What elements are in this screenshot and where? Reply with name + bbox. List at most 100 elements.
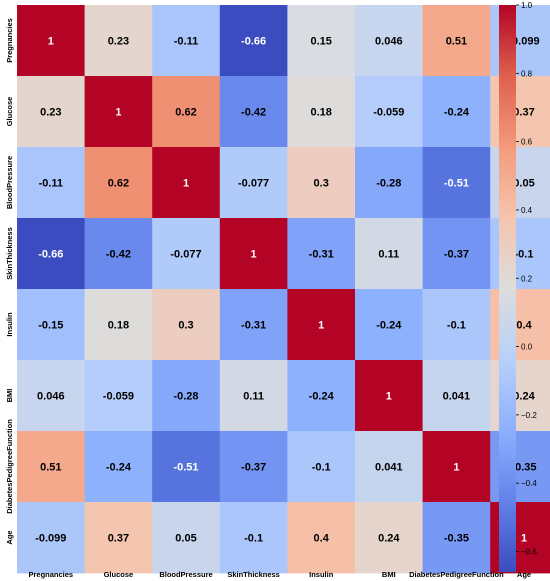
heatmap-cell [219,289,288,361]
heatmap-cell [422,76,491,148]
cell-value-label: 0.23 [40,107,61,119]
cell-value-label: -0.28 [376,178,401,190]
cell-value-label: 0.62 [175,107,196,119]
heatmap-cell [422,218,491,290]
y-tick-label: DiabetesPedigreeFunction [5,419,14,514]
y-tick-label: SkinThickness [5,227,14,280]
y-tick-label: BloodPressure [5,156,14,209]
cell-value-label: -0.24 [376,320,402,332]
cell-value-label: -0.31 [309,249,334,261]
cell-value-label: -0.077 [170,249,201,261]
cell-value-label: 1 [115,107,121,119]
heatmap-cell [219,360,288,432]
cell-value-label: 0.62 [108,178,129,190]
heatmap-cell [422,502,491,574]
heatmap-cell [355,147,423,219]
cell-value-label: -0.37 [444,249,469,261]
cell-value-label: 0.51 [446,36,467,48]
cell-value-label: 0.3 [314,178,329,190]
cell-value-label: -0.15 [38,320,63,332]
cell-value-label: -0.11 [174,36,198,48]
cell-value-label: -0.42 [241,107,266,119]
colorbar-tick-label: 0.2 [521,274,533,283]
heatmap-cell [287,289,356,361]
x-tick-label: Age [517,570,531,579]
y-tick-label: BMI [5,389,14,403]
x-axis-ticks: Pregnancies Glucose BloodPressure SkinThick… [28,570,531,579]
heatmap-cell [422,147,491,219]
heatmap-cell [17,147,85,219]
x-tick-label: Glucose [104,570,134,579]
heatmap-cell [219,147,288,219]
heatmap-cell [355,502,423,574]
cell-value-label: -0.1 [312,462,331,474]
colorbar-tick-label: 1.0 [521,1,533,10]
heatmap-cell [219,5,288,77]
x-tick-label: Insulin [309,570,334,579]
heatmap-cell [152,502,221,574]
cell-value-label: 0.23 [108,36,129,48]
x-tick-label: SkinThickness [227,570,280,579]
cell-value-label: -0.42 [106,249,131,261]
cell-value-label: 0.4 [314,533,330,545]
cell-value-label: -0.66 [241,36,266,48]
cell-value-label: -0.099 [508,36,539,48]
y-tick-label: Glucose [5,97,14,127]
x-tick-label: DiabetesPedigreeFunction [409,570,504,579]
cell-value-label: 0.37 [513,107,534,119]
heatmap-cell [17,360,85,432]
cell-value-label: 0.51 [40,462,61,474]
heatmap-cell [84,289,153,361]
heatmap-cell [287,147,356,219]
cell-value-label: -0.1 [515,249,534,261]
heatmap-cell [355,360,423,432]
heatmap-cell [84,147,153,219]
cell-value-label: 0.24 [513,391,535,403]
heatmap-cell [17,431,85,503]
cell-value-label: 0.3 [178,320,193,332]
cell-value-label: 0.046 [37,391,65,403]
cell-value-label: -0.1 [244,533,263,545]
heatmap-cell [152,431,221,503]
cell-value-label: 0.11 [378,249,399,261]
cell-value-label: -0.077 [238,178,269,190]
cell-value-label: -0.099 [35,533,66,545]
heatmap-cell [287,502,356,574]
heatmap-cell [152,218,221,290]
cell-value-label: 0.24 [378,533,400,545]
heatmap-cell [219,76,288,148]
cell-value-label: 0.041 [443,391,471,403]
colorbar-tick-label: 0.8 [521,69,533,78]
colorbar-tick-label: −0.2 [521,411,537,420]
cell-value-label: -0.1 [447,320,466,332]
cell-value-label: -0.059 [373,107,404,119]
cell-value-label: 1 [251,249,257,261]
heatmap-cell [355,431,423,503]
cell-value-label: 0.15 [310,36,331,48]
heatmap-cell [17,5,85,77]
x-tick-label: BMI [382,570,396,579]
heatmap-cell [219,431,288,503]
heatmap-cell [287,360,356,432]
cell-value-label: -0.24 [444,107,470,119]
cell-value-label: 0.05 [175,533,196,545]
heatmap-cell [84,76,153,148]
colorbar: 1.0 0.8 0.6 0.4 0.2 0.0 −0.2 −0.4 −0.6 [499,1,537,572]
heatmap-cell [152,76,221,148]
heatmap-cell [355,5,423,77]
heatmap-cell [17,289,85,361]
cell-value-label: 1 [386,391,392,403]
cell-value-label: 1 [521,533,527,545]
cell-value-label: 0.18 [310,107,331,119]
cell-value-label: 1 [318,320,324,332]
cell-value-label: -0.11 [39,178,63,190]
cell-value-label: -0.35 [511,462,536,474]
heatmap-cell [17,218,85,290]
x-tick-label: BloodPressure [159,570,212,579]
heatmap-cell [219,218,288,290]
heatmap-cell [355,289,423,361]
heatmap-cell [84,431,153,503]
heatmap-cell [422,289,491,361]
heatmap-cell [287,76,356,148]
